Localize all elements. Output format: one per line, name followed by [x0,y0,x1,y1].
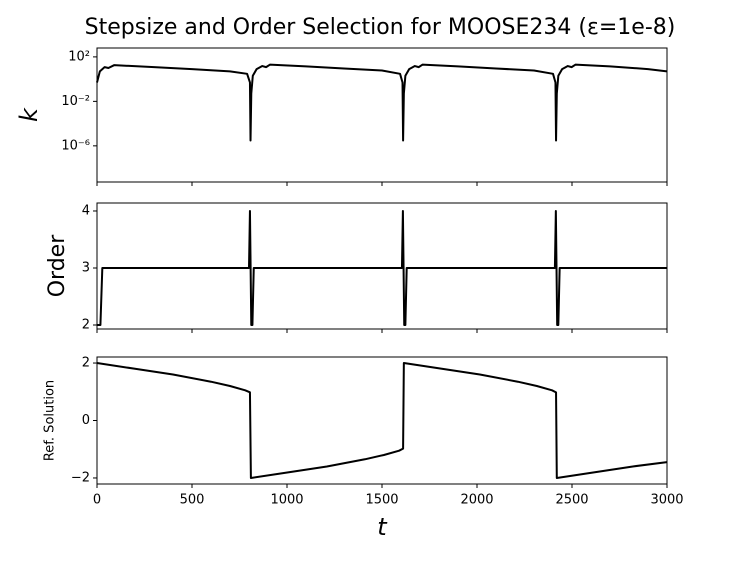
x-tick-label: 1000 [270,493,303,508]
x-tick-label: 3000 [650,493,683,508]
x-tick-label: 2000 [460,493,493,508]
y-tick-label: 3 [82,260,90,275]
y-tick-label: 4 [82,203,90,218]
data-line [97,209,667,327]
data-line [96,63,668,142]
y-axis-label: k [15,107,43,122]
x-tick-label: 1500 [365,493,398,508]
y-tick-label: 10⁻⁶ [61,138,90,153]
x-tick-label: 2500 [555,493,588,508]
y-tick-label: 10⁻² [61,94,90,109]
y-axis-label: Order [45,234,70,297]
axes-frame [96,202,668,330]
axes-frame [96,356,668,485]
axes-frame [96,47,668,183]
y-axis-label: Ref. Solution [43,380,58,461]
data-line [96,362,668,479]
y-tick-label: 10² [68,49,90,64]
x-tick-label: 0 [93,493,101,508]
x-tick-label: 500 [180,493,205,508]
y-tick-label: 2 [82,356,90,371]
y-tick-label: −2 [71,470,90,485]
y-tick-label: 2 [82,318,90,333]
x-axis-label: t [377,513,388,541]
chart-title: Stepsize and Order Selection for MOOSE23… [85,15,676,40]
y-tick-label: 0 [82,413,90,428]
